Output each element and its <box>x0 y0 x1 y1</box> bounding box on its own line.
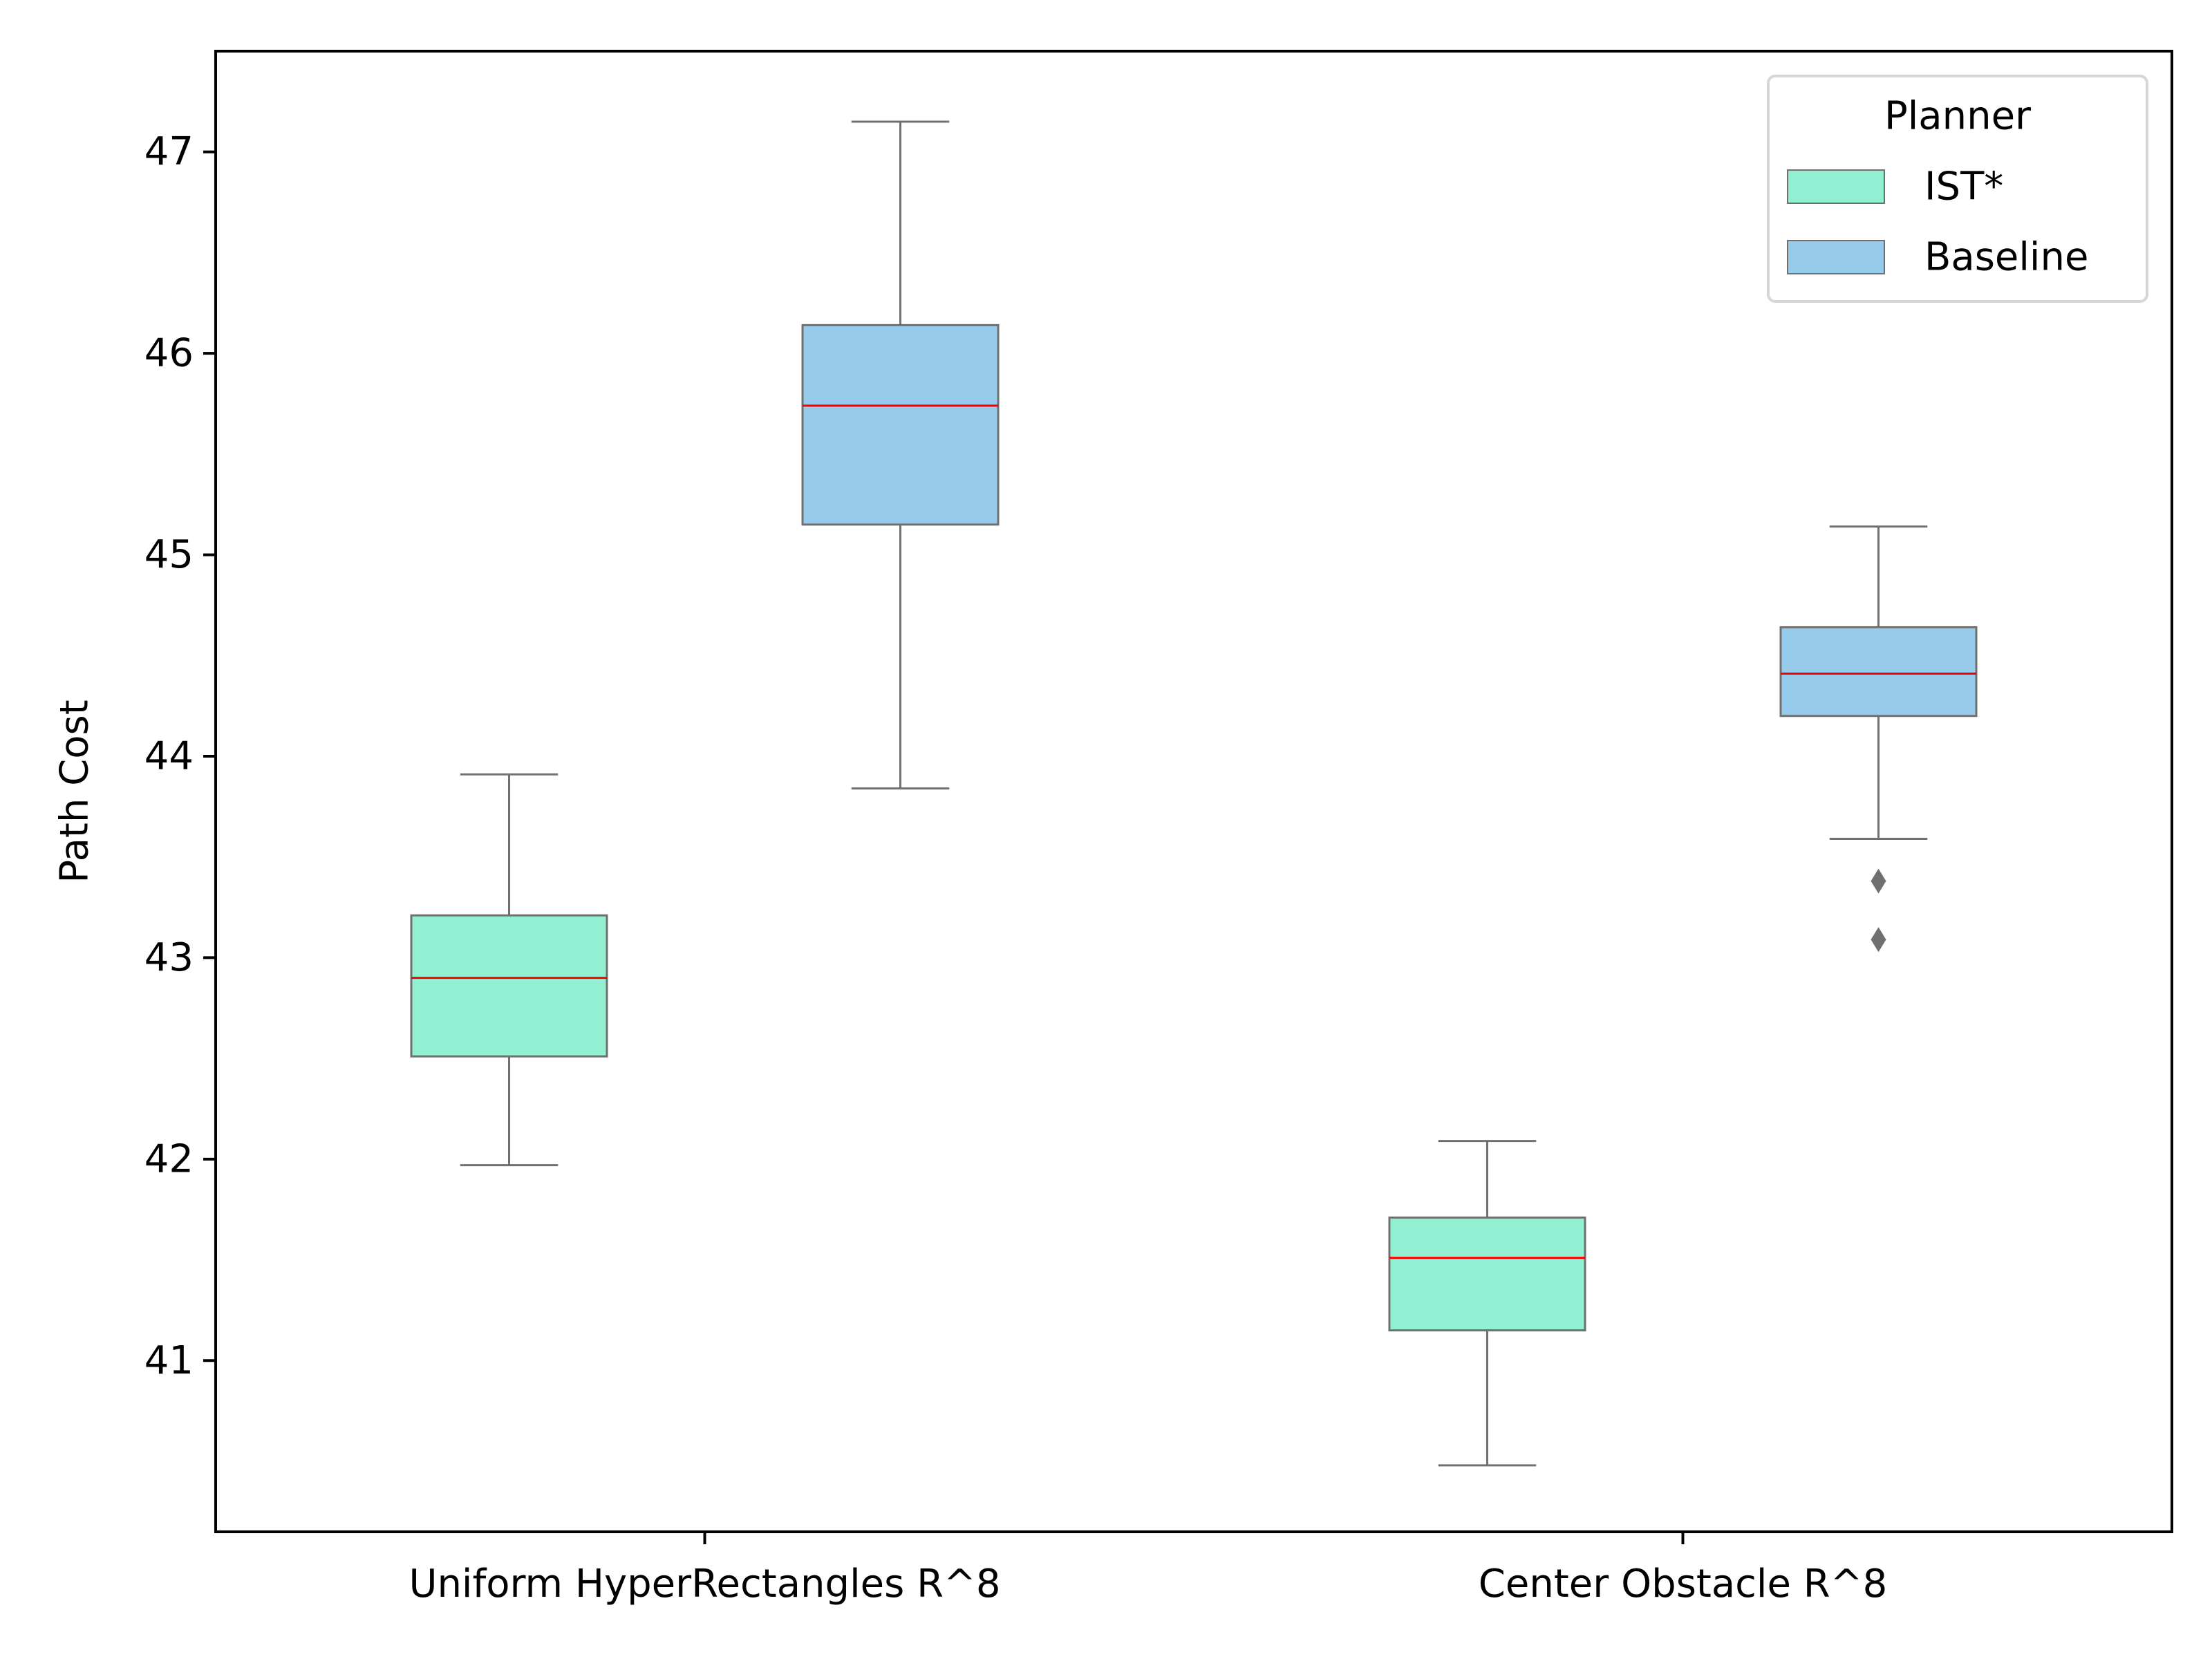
y-tick-label: 46 <box>144 331 194 376</box>
legend: Planner IST* Baseline <box>1767 75 2148 303</box>
y-axis-title: Path Cost <box>53 700 97 883</box>
boxes-layer <box>410 120 1978 1467</box>
y-tick-label: 47 <box>144 129 194 174</box>
outlier-point <box>1871 868 1886 894</box>
y-tick-label: 41 <box>144 1338 194 1383</box>
legend-title: Planner <box>1884 94 2032 139</box>
box-group <box>1388 1140 1586 1467</box>
x-tick-label: Uniform HyperRectangles R^8 <box>409 1562 1000 1606</box>
x-tick-label: Center Obstacle R^8 <box>1479 1562 1887 1606</box>
legend-label: Baseline <box>1924 235 2088 280</box>
box <box>1388 1216 1586 1332</box>
axes-frame <box>214 50 2173 1533</box>
legend-swatch <box>1787 240 1885 274</box>
y-tick-label: 43 <box>144 935 194 980</box>
box <box>410 914 608 1058</box>
legend-label: IST* <box>1924 165 2003 209</box>
box <box>801 324 1000 526</box>
y-tick-label: 44 <box>144 734 194 779</box>
legend-swatch <box>1787 169 1885 204</box>
legend-entries: IST* Baseline <box>1787 165 2088 280</box>
box-group <box>410 773 608 1167</box>
y-tick-label: 42 <box>144 1136 194 1181</box>
box-group <box>1779 525 1978 953</box>
box <box>1779 626 1978 718</box>
outlier-point <box>1871 927 1886 953</box>
y-tick-label: 45 <box>144 532 194 577</box>
ticks-layer: 41 42 43 44 45 46 47 Uniform HyperRectangles R^… <box>144 129 1887 1606</box>
box-group <box>801 120 1000 790</box>
